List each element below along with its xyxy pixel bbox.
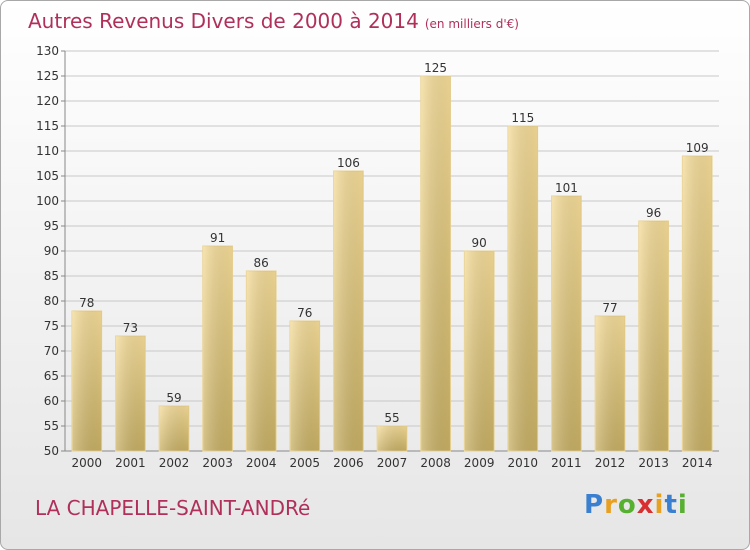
y-tick-label: 110 [36,144,59,158]
logo-letter: r [604,490,618,520]
bar-highlight [159,406,189,451]
logo-letter: i [654,490,665,520]
y-tick-label: 85 [44,269,59,283]
y-tick-label: 60 [44,394,59,408]
bar-highlight [289,321,320,451]
y-tick-label: 120 [36,94,59,108]
chart-title-text: Autres Revenus Divers de 2000 à 2014 [28,9,419,33]
x-tick-label: 2010 [508,456,539,470]
y-tick-label: 125 [36,69,59,83]
x-tick-label: 2008 [420,456,451,470]
data-label: 96 [646,206,661,220]
y-tick-label: 115 [36,119,59,133]
bar-highlight [71,311,102,451]
y-tick-label: 100 [36,194,59,208]
x-tick-label: 2013 [638,456,669,470]
x-tick-label: 2000 [72,456,103,470]
chart-unit: (en milliers d'€) [424,17,519,31]
y-tick-label: 80 [44,294,59,308]
data-label: 125 [424,61,447,75]
bar-highlight [246,271,277,451]
y-tick-label: 70 [44,344,59,358]
x-tick-label: 2001 [115,456,146,470]
x-tick-label: 2009 [464,456,495,470]
bar-highlight [420,76,451,451]
bar-highlight [595,316,625,451]
logo-letter: P [584,490,605,520]
x-tick-label: 2012 [595,456,626,470]
x-tick-label: 2002 [159,456,190,470]
bar-highlight [638,221,669,451]
x-tick-label: 2004 [246,456,277,470]
y-tick-label: 90 [44,244,59,258]
x-tick-label: 2014 [682,456,713,470]
data-label: 91 [210,231,225,245]
bar-highlight [377,426,407,451]
data-label: 109 [686,141,709,155]
data-label: 77 [602,301,617,315]
logo-letter: x [636,490,655,520]
y-tick-label: 55 [44,419,59,433]
proxiti-logo[interactable]: Proxiti [584,490,688,520]
y-tick-label: 50 [44,444,59,458]
bar-highlight [115,336,146,451]
y-tick-label: 105 [36,169,59,183]
bar-highlight [682,156,713,451]
data-label: 59 [166,391,181,405]
y-tick-label: 65 [44,369,59,383]
logo-letter: t [664,490,678,520]
data-label: 55 [384,411,399,425]
bars: 78 73 59 91 86 76 106 55 125 90 115 101 77 96 109 [71,61,713,452]
data-label: 73 [123,321,138,335]
y-tick-label: 95 [44,219,59,233]
data-label: 115 [511,111,534,125]
x-tick-label: 2006 [333,456,364,470]
bar-highlight [333,171,364,451]
x-tick-label: 2005 [290,456,321,470]
bar-highlight [551,196,582,451]
logo-letter: o [617,490,637,520]
logo-letter: i [677,490,688,520]
data-label: 90 [472,236,487,250]
data-label: 101 [555,181,578,195]
bar-highlight [202,246,233,451]
x-axis: 2000 2001 2002 2003 2004 2005 2006 2007 2008 2009… [72,456,713,470]
data-label: 76 [297,306,312,320]
y-tick-label: 75 [44,319,59,333]
x-tick-label: 2003 [202,456,233,470]
chart-title: Autres Revenus Divers de 2000 à 2014 (en … [28,9,519,33]
y-tick-label: 130 [36,44,59,58]
x-tick-label: 2007 [377,456,408,470]
data-label: 78 [79,296,94,310]
data-label: 86 [254,256,269,270]
bar-highlight [507,126,538,451]
bar-highlight [464,251,495,451]
x-tick-label: 2011 [551,456,582,470]
commune-name: LA CHAPELLE-SAINT-ANDRé [35,496,311,520]
data-label: 106 [337,156,360,170]
